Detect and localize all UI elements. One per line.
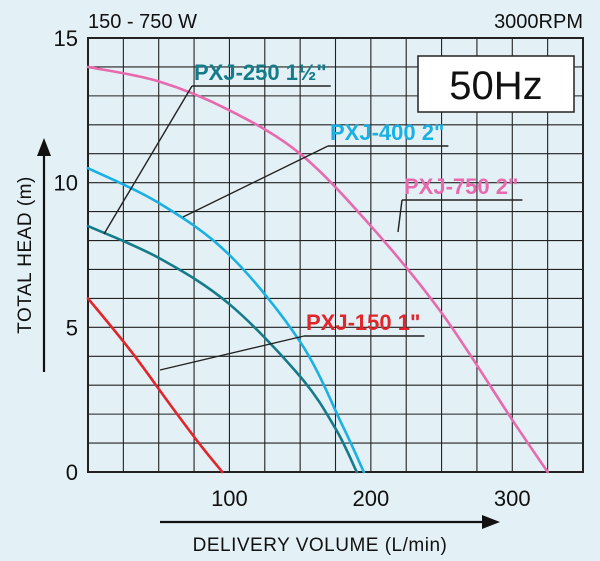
x-axis-arrow bbox=[160, 515, 500, 529]
x-tick-label: 100 bbox=[211, 486, 248, 511]
hz-badge: 50Hz bbox=[417, 55, 575, 113]
label-leaders bbox=[103, 85, 523, 371]
y-tick-label: 15 bbox=[54, 26, 78, 51]
x-axis-title: DELIVERY VOLUME (L/min) bbox=[193, 535, 448, 556]
series-label-3: PXJ-150 1" bbox=[306, 310, 420, 335]
series-label-0: PXJ-750 2" bbox=[404, 174, 518, 199]
y-tick-labels: 0 5 10 15 bbox=[54, 26, 78, 485]
x-tick-label: 200 bbox=[352, 486, 389, 511]
series-label-leader bbox=[159, 335, 305, 371]
series-labels: PXJ-750 2" PXJ-400 2" PXJ-250 1½" PXJ-150 1… bbox=[194, 60, 518, 335]
hz-badge-label: 50Hz bbox=[449, 64, 542, 108]
series-label-leader bbox=[182, 145, 329, 218]
y-tick-label: 0 bbox=[66, 460, 78, 485]
series-label-1: PXJ-400 2" bbox=[330, 120, 444, 145]
plot-frame bbox=[87, 37, 584, 473]
y-tick-label: 10 bbox=[54, 171, 78, 196]
series-label-leader bbox=[103, 85, 193, 235]
y-axis-arrow bbox=[37, 138, 51, 372]
power-range: 150 - 750 W bbox=[88, 11, 197, 33]
series-group bbox=[86, 65, 549, 474]
y-axis-arrow-head bbox=[37, 138, 51, 156]
x-axis-arrow-head bbox=[482, 515, 500, 529]
series-line-1 bbox=[86, 166, 366, 474]
series-line-3 bbox=[86, 297, 224, 474]
y-axis-title: TOTAL HEAD (m) bbox=[15, 176, 36, 334]
speed-rpm: 3000RPM bbox=[494, 11, 583, 33]
y-tick-label: 5 bbox=[66, 315, 78, 340]
series-line-0 bbox=[86, 65, 549, 474]
series-label-leader bbox=[397, 199, 403, 233]
hz-badge-box bbox=[417, 55, 575, 113]
series-label-2: PXJ-250 1½" bbox=[194, 60, 327, 85]
x-tick-labels: 100 200 300 bbox=[211, 486, 531, 511]
series-line-2 bbox=[86, 224, 359, 474]
x-tick-label: 300 bbox=[494, 486, 531, 511]
